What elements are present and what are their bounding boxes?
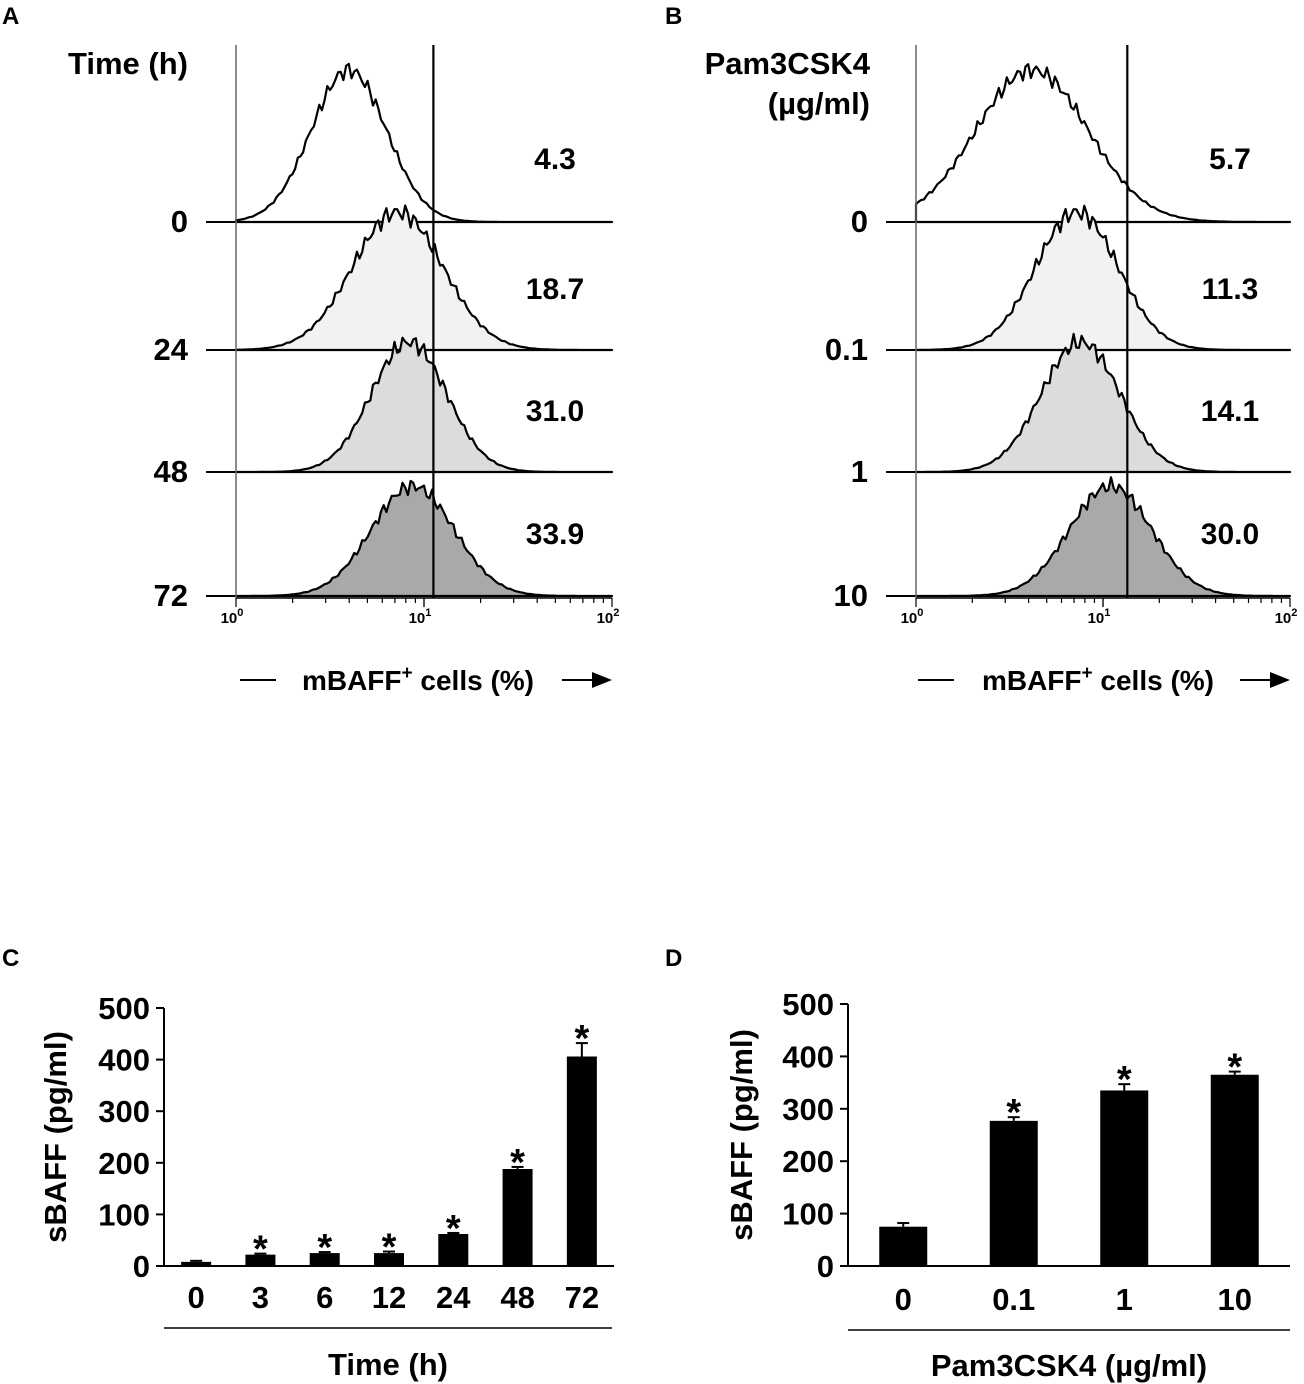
- histogram-curve: [234, 479, 614, 598]
- row-label: 72: [154, 578, 188, 613]
- bar: [989, 1120, 1038, 1266]
- histogram-panel-b: Pam3CSK4 (µg/ml) 0 5.7 0.1 11.3 1 14.1 10 30.0 100…: [705, 45, 1298, 696]
- percentage-label: 33.9: [526, 518, 584, 551]
- category-label: 10: [1218, 1282, 1252, 1317]
- x-axis-label: mBAFF+ cells (%): [982, 663, 1214, 696]
- row-label: 0.1: [825, 332, 868, 367]
- histogram-curve: [914, 476, 1292, 598]
- row-title-line: Pam3CSK4: [705, 46, 871, 81]
- y-tick-label: 100: [782, 1197, 834, 1232]
- row-label: 24: [154, 332, 189, 367]
- category-label: 0: [188, 1280, 205, 1315]
- percentage-label: 4.3: [534, 143, 576, 176]
- percentage-label: 11.3: [1202, 273, 1259, 306]
- y-tick-label: 300: [98, 1094, 150, 1129]
- x-axis-label: Time (h): [328, 1347, 448, 1382]
- y-tick-label: 200: [98, 1146, 150, 1181]
- percentage-label: 31.0: [526, 395, 584, 428]
- y-tick-label: 0: [817, 1249, 834, 1284]
- significance-star: *: [446, 1208, 461, 1250]
- category-label: 48: [500, 1280, 534, 1315]
- x-tick-label: 102: [1275, 607, 1298, 627]
- row-label: 10: [834, 578, 868, 613]
- bar: [181, 1261, 212, 1266]
- bar: [245, 1254, 276, 1266]
- histogram-curve: [234, 62, 614, 224]
- histogram-curve: [234, 336, 614, 474]
- histogram-panel-a: Time (h) 0 4.3 24 18.7 48 31.0 72 33.9 100 101 102 m…: [68, 45, 619, 696]
- category-label: 12: [372, 1280, 406, 1315]
- x-tick-label: 100: [901, 607, 924, 627]
- x-tick-label: 102: [597, 607, 620, 627]
- row-title-line: (µg/ml): [768, 86, 870, 121]
- y-tick-label: 0: [133, 1249, 150, 1284]
- bar-chart-panel-d: 0 100 200 300 400 500 0 * 0.1 * 1 * 10 Pam3CSK4 (µg/m…: [724, 987, 1290, 1383]
- bar-chart-panel-c: 0 100 200 300 400 500 0 * 3 * 6 * 12 * 24 * 48 * 72 Time (h…: [38, 991, 614, 1382]
- histogram-curve: [914, 332, 1292, 474]
- y-tick-label: 300: [782, 1092, 834, 1127]
- histogram-curve: [914, 63, 1292, 224]
- percentage-label: 5.7: [1209, 143, 1251, 176]
- category-label: 1: [1116, 1282, 1133, 1317]
- significance-star: *: [510, 1142, 525, 1184]
- row-label: 48: [154, 454, 188, 489]
- x-tick-label: 101: [409, 607, 432, 627]
- category-label: 0: [895, 1282, 912, 1317]
- y-tick-label: 400: [98, 1043, 150, 1078]
- category-label: 72: [565, 1280, 599, 1315]
- row-label: 1: [851, 454, 868, 489]
- significance-star: *: [317, 1227, 332, 1269]
- bar: [438, 1234, 469, 1266]
- bar: [374, 1253, 404, 1266]
- significance-star: *: [574, 1018, 589, 1060]
- row-title-line: Time (h): [68, 46, 188, 81]
- bar: [309, 1253, 340, 1266]
- row-label: 0: [851, 204, 868, 239]
- bar: [1210, 1074, 1259, 1266]
- histogram-curve: [914, 204, 1292, 352]
- significance-star: *: [253, 1229, 268, 1271]
- panel-letter-c: C: [2, 945, 19, 972]
- bar: [502, 1168, 533, 1266]
- bar: [879, 1226, 928, 1266]
- panel-letter-d: D: [665, 945, 682, 972]
- y-tick-label: 500: [98, 991, 150, 1026]
- category-label: 24: [436, 1280, 471, 1315]
- percentage-label: 18.7: [526, 273, 584, 306]
- y-axis-label: sBAFF (pg/ml): [724, 1029, 759, 1241]
- histogram-curve: [234, 204, 614, 352]
- bar: [566, 1056, 597, 1266]
- significance-star: *: [1117, 1059, 1132, 1101]
- significance-star: *: [1006, 1092, 1021, 1134]
- x-axis-label: mBAFF+ cells (%): [302, 663, 534, 696]
- significance-star: *: [382, 1227, 397, 1269]
- x-tick-label: 101: [1088, 607, 1111, 627]
- y-axis-label: sBAFF (pg/ml): [38, 1031, 73, 1243]
- label-arrow-head: [1270, 672, 1290, 688]
- y-tick-label: 200: [782, 1144, 834, 1179]
- x-axis-label: Pam3CSK4 (µg/ml): [931, 1348, 1207, 1383]
- percentage-label: 14.1: [1201, 395, 1259, 428]
- y-tick-label: 500: [782, 987, 834, 1022]
- panel-letter-b: B: [665, 3, 682, 30]
- y-tick-label: 400: [782, 1039, 834, 1074]
- category-label: 6: [316, 1280, 333, 1315]
- row-label: 0: [171, 204, 188, 239]
- label-arrow-head: [592, 672, 612, 688]
- y-tick-label: 100: [98, 1197, 150, 1232]
- bar: [1100, 1090, 1149, 1266]
- category-label: 3: [252, 1280, 269, 1315]
- category-label: 0.1: [992, 1282, 1035, 1317]
- x-tick-label: 100: [221, 607, 244, 627]
- panel-letter-a: A: [2, 3, 19, 30]
- significance-star: *: [1227, 1047, 1242, 1089]
- percentage-label: 30.0: [1201, 518, 1259, 551]
